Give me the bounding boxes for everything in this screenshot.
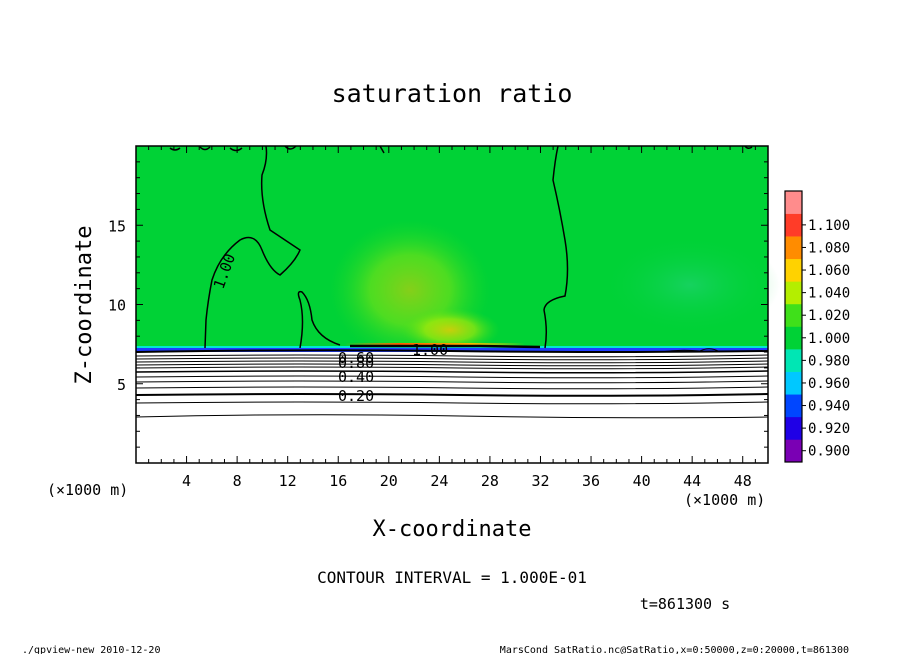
x-tick-label: 32 bbox=[531, 472, 549, 490]
y-tick-label: 5 bbox=[117, 376, 126, 394]
x-tick-label: 8 bbox=[233, 472, 242, 490]
warm-plume-core bbox=[400, 308, 500, 352]
colorbar-swatch bbox=[785, 349, 802, 372]
colorbar-swatch bbox=[785, 213, 802, 237]
x-tick-label: 48 bbox=[734, 472, 752, 490]
colorbar-swatch bbox=[785, 439, 802, 463]
x-tick-label: 28 bbox=[481, 472, 499, 490]
pale-region bbox=[600, 235, 780, 335]
colorbar: 0.900 0.920 0.940 0.960 0.980 1.000 1.020 1.040… bbox=[784, 190, 850, 463]
colorbar-label: 1.100 bbox=[808, 218, 850, 234]
colorbar-label: 1.000 bbox=[808, 331, 850, 347]
colorbar-label: 1.040 bbox=[808, 286, 850, 302]
x-tick-label: 36 bbox=[582, 472, 600, 490]
time-label: t=861300 s bbox=[640, 595, 730, 613]
colorbar-swatch bbox=[785, 191, 802, 214]
colorbar-swatch bbox=[785, 394, 802, 418]
colorbar-label: 0.900 bbox=[808, 444, 850, 460]
contour-label: 0.40 bbox=[338, 368, 374, 386]
blue-boundary bbox=[136, 348, 768, 352]
contour-lines bbox=[135, 145, 769, 419]
contour-label: 1.00 bbox=[412, 341, 448, 359]
contour-label: 0.60 bbox=[338, 349, 374, 367]
contour-label: 0.80 bbox=[338, 354, 374, 372]
colorbar-swatch bbox=[785, 326, 802, 350]
y-axis-label: Z-coordinate bbox=[72, 226, 97, 385]
colorbar-swatch bbox=[785, 303, 802, 327]
x-tick-label: 44 bbox=[683, 472, 701, 490]
footer-left: ./gpview-new 2010-12-20 bbox=[22, 645, 160, 654]
colorbar-swatch bbox=[785, 416, 802, 440]
colorbar-swatch bbox=[785, 236, 802, 260]
plot-area: 1.00 1.00 0.60 0.80 0.40 0.20 bbox=[135, 145, 780, 464]
colorbar-label: 0.920 bbox=[808, 421, 850, 437]
x-unit-right: (×1000 m) bbox=[684, 491, 765, 509]
y-tick-label: 10 bbox=[108, 297, 126, 315]
y-axis: 5 10 15 bbox=[108, 161, 768, 448]
x-tick-label: 12 bbox=[279, 472, 297, 490]
colorbar-frame bbox=[784, 190, 803, 463]
colorbar-label: 0.960 bbox=[808, 376, 850, 392]
colorbar-label: 1.020 bbox=[808, 308, 850, 324]
colorbar-swatch bbox=[785, 258, 802, 282]
x-axis: 4 8 12 16 20 24 28 32 36 40 44 48 bbox=[148, 146, 756, 490]
contour-label: 0.20 bbox=[338, 387, 374, 405]
x-tick-label: 40 bbox=[633, 472, 651, 490]
y-tick-label: 15 bbox=[108, 217, 126, 235]
x-unit-left: (×1000 m) bbox=[47, 481, 128, 499]
footer-right: MarsCond_SatRatio.nc@SatRatio,x=0:50000,… bbox=[500, 645, 849, 654]
x-tick-label: 4 bbox=[182, 472, 191, 490]
colorbar-label: 0.940 bbox=[808, 399, 850, 415]
x-axis-label: X-coordinate bbox=[373, 517, 532, 542]
x-tick-label: 16 bbox=[329, 472, 347, 490]
colorbar-label: 1.080 bbox=[808, 240, 850, 256]
x-tick-label: 20 bbox=[380, 472, 398, 490]
colorbar-label: 1.060 bbox=[808, 263, 850, 279]
colorbar-swatch bbox=[785, 371, 802, 395]
x-tick-label: 24 bbox=[430, 472, 448, 490]
colorbar-label: 0.980 bbox=[808, 353, 850, 369]
colorbar-swatch bbox=[785, 281, 802, 305]
contour-interval: CONTOUR INTERVAL = 1.000E-01 bbox=[317, 568, 587, 587]
chart-title: saturation ratio bbox=[332, 79, 573, 108]
